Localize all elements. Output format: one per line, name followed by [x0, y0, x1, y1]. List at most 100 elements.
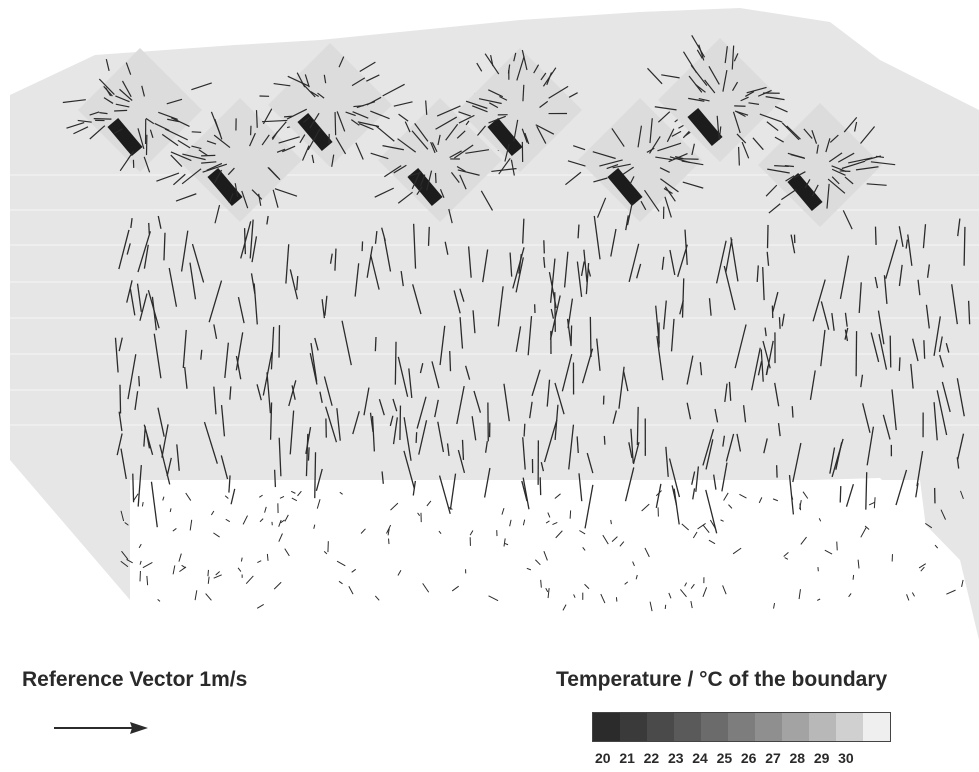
velocity-vector — [625, 215, 629, 231]
velocity-vector — [531, 369, 541, 397]
legend-swatch — [863, 713, 890, 741]
velocity-vector — [547, 588, 550, 599]
velocity-vector — [259, 518, 264, 523]
velocity-vector — [576, 261, 583, 297]
velocity-vector — [419, 363, 424, 374]
velocity-vector — [739, 493, 747, 499]
velocity-vector — [961, 579, 964, 587]
velocity-vector — [702, 429, 715, 466]
velocity-vector — [509, 252, 513, 277]
velocity-vector — [632, 441, 640, 465]
velocity-vector — [670, 318, 675, 352]
velocity-vector — [121, 550, 129, 560]
velocity-vector — [963, 226, 966, 266]
velocity-vector — [925, 522, 933, 529]
velocity-vector — [438, 475, 451, 515]
velocity-field-diagram — [10, 8, 979, 640]
velocity-vector — [176, 444, 180, 471]
velocity-vector — [297, 490, 302, 497]
velocity-vector — [143, 426, 146, 447]
velocity-vector — [449, 350, 452, 372]
velocity-vector — [126, 559, 133, 564]
velocity-vector — [403, 450, 416, 489]
velocity-vector — [715, 240, 727, 284]
velocity-vector — [354, 263, 360, 297]
velocity-vector — [120, 448, 127, 480]
velocity-vector — [351, 568, 357, 573]
velocity-vector — [824, 549, 833, 555]
velocity-vector — [444, 241, 449, 255]
velocity-vector — [839, 486, 842, 503]
velocity-vector — [220, 455, 229, 480]
velocity-vector — [161, 424, 169, 458]
velocity-vector — [208, 280, 223, 323]
velocity-vector — [936, 390, 948, 436]
velocity-vector — [431, 361, 440, 389]
velocity-vector — [898, 264, 903, 287]
velocity-vector — [641, 503, 650, 512]
velocity-vector — [610, 228, 617, 257]
velocity-vector — [137, 231, 151, 273]
velocity-vector — [224, 495, 229, 499]
velocity-vector — [941, 381, 951, 413]
velocity-vector — [567, 298, 574, 329]
velocity-vector — [912, 338, 919, 362]
velocity-vector — [418, 420, 428, 455]
velocity-vector — [547, 512, 551, 518]
velocity-vector — [878, 334, 888, 370]
velocity-vector — [336, 408, 341, 441]
velocity-vector — [289, 410, 295, 455]
velocity-vector — [545, 587, 549, 593]
velocity-vector — [655, 483, 662, 509]
velocity-vector — [220, 404, 226, 437]
velocity-vector — [800, 536, 807, 545]
velocity-vector — [203, 421, 218, 464]
velocity-vector — [708, 298, 712, 316]
velocity-vector — [291, 497, 298, 502]
velocity-vector — [778, 317, 781, 329]
velocity-vector — [415, 432, 418, 443]
velocity-vector — [256, 384, 262, 401]
velocity-vector — [273, 469, 277, 488]
velocity-vector — [714, 408, 719, 423]
velocity-vector — [392, 398, 398, 412]
velocity-vector — [573, 594, 576, 598]
velocity-vector — [895, 469, 908, 506]
velocity-vector — [157, 598, 161, 602]
velocity-vector — [278, 437, 282, 477]
legend-swatch — [701, 713, 728, 741]
velocity-vector — [818, 518, 822, 522]
velocity-vector — [684, 582, 688, 587]
velocity-vector — [213, 386, 217, 415]
velocity-vector — [289, 269, 299, 300]
velocity-vector — [864, 525, 870, 530]
legend-tick-label: 28 — [789, 750, 806, 766]
velocity-vector — [802, 491, 809, 499]
velocity-vector — [118, 337, 123, 352]
velocity-vector — [191, 243, 205, 283]
velocity-vector — [426, 500, 432, 507]
velocity-vector — [681, 523, 689, 531]
velocity-vector — [323, 550, 328, 555]
velocity-vector — [898, 226, 904, 247]
velocity-vector — [732, 547, 742, 555]
velocity-vector — [146, 434, 151, 449]
velocity-vector — [522, 218, 525, 244]
velocity-vector — [182, 329, 187, 368]
velocity-vector — [172, 565, 176, 575]
velocity-vector — [774, 382, 780, 407]
supply-diffusers — [62, 35, 896, 230]
velocity-vector — [403, 417, 412, 461]
velocity-vector — [756, 265, 759, 283]
velocity-vector — [453, 290, 461, 314]
velocity-vector — [439, 325, 446, 366]
velocity-vector — [543, 419, 558, 463]
velocity-vector — [138, 376, 141, 387]
velocity-vector — [742, 405, 747, 423]
velocity-vector — [728, 381, 732, 401]
velocity-vector — [906, 594, 910, 601]
velocity-vector — [692, 531, 698, 539]
legend-swatch — [674, 713, 701, 741]
velocity-vector — [723, 265, 736, 311]
velocity-vector — [934, 544, 939, 549]
